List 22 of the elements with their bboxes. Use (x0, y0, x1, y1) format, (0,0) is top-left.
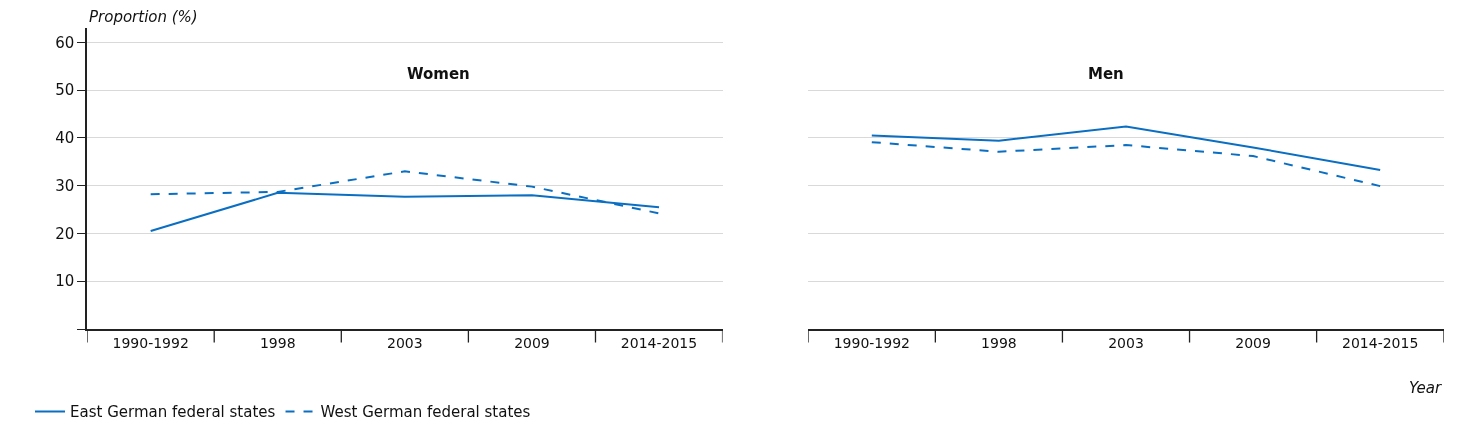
y-tick-label: 20 (55, 224, 75, 243)
y-tick-label: 30 (55, 176, 75, 195)
x-tick-label: 1990-1992 (112, 334, 189, 351)
x-tick-label: 1998 (259, 334, 296, 351)
y-tick-label: 10 (55, 272, 75, 291)
legend-label: East German federal states (70, 403, 276, 422)
text: Men (1088, 65, 1124, 83)
y-axis-title: Proportion (%) (89, 8, 198, 26)
x-tick-label: 2014-2015 (1342, 334, 1419, 351)
x-tick-label: 1990-1992 (833, 334, 910, 351)
y-tick-label: 60 (55, 33, 75, 52)
x-tick-label: 2009 (514, 334, 550, 351)
text: Women (407, 65, 470, 83)
x-tick-label: 2014-2015 (620, 334, 698, 351)
x-axis-title: Year (1409, 379, 1442, 397)
x-tick-label: 2003 (1108, 334, 1144, 351)
x-tick-label: 2009 (1235, 334, 1271, 351)
x-tick-label: 2003 (387, 334, 423, 351)
x-tick-label: 1998 (981, 334, 1017, 351)
legend-label: West German federal states (320, 403, 531, 422)
y-tick-label: 50 (55, 81, 75, 100)
y-tick-label: 40 (55, 129, 75, 148)
